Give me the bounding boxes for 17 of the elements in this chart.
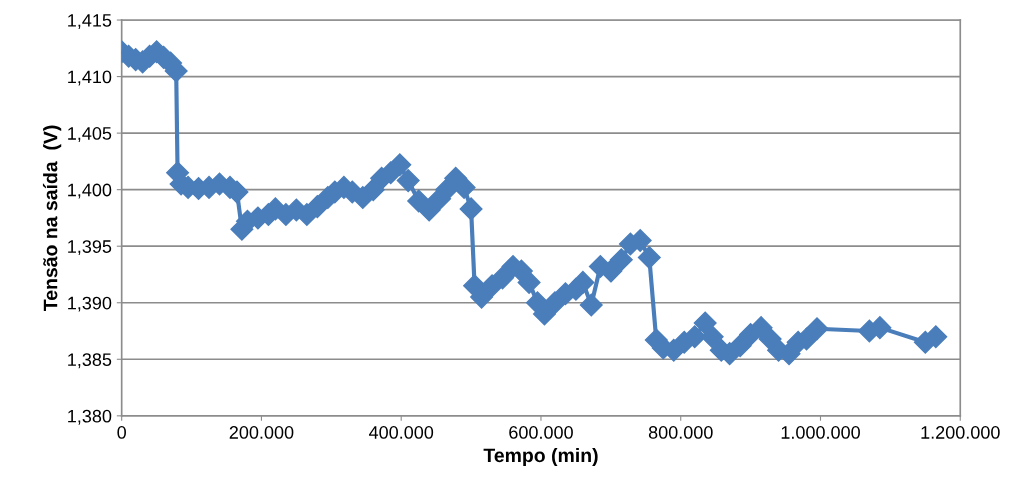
x-tick-label: 1.000.000 xyxy=(781,426,860,439)
x-tick-label: 800.000 xyxy=(648,426,713,439)
y-tick-label: 1,390 xyxy=(68,296,112,312)
x-axis-title: Tempo (min) xyxy=(483,447,598,467)
x-tick-label: 0 xyxy=(117,426,126,439)
x-tick-label: 600.000 xyxy=(509,426,573,439)
x-tick-label: 400.000 xyxy=(368,426,434,439)
x-tick-label: 200.000 xyxy=(229,426,294,439)
y-tick-label: 1,400 xyxy=(68,183,112,199)
x-tick-label: 1.200.000 xyxy=(921,426,1000,439)
y-tick-label: 1,415 xyxy=(68,14,112,29)
y-tick-label: 1,385 xyxy=(68,353,112,369)
y-tick-label: 1,395 xyxy=(68,240,112,256)
y-tick-label: 1,410 xyxy=(68,70,112,86)
y-axis-title: Tensão na saída (V) xyxy=(42,125,62,311)
y-tick-label: 1,405 xyxy=(68,127,112,142)
y-tick-label: 1,380 xyxy=(68,409,112,425)
